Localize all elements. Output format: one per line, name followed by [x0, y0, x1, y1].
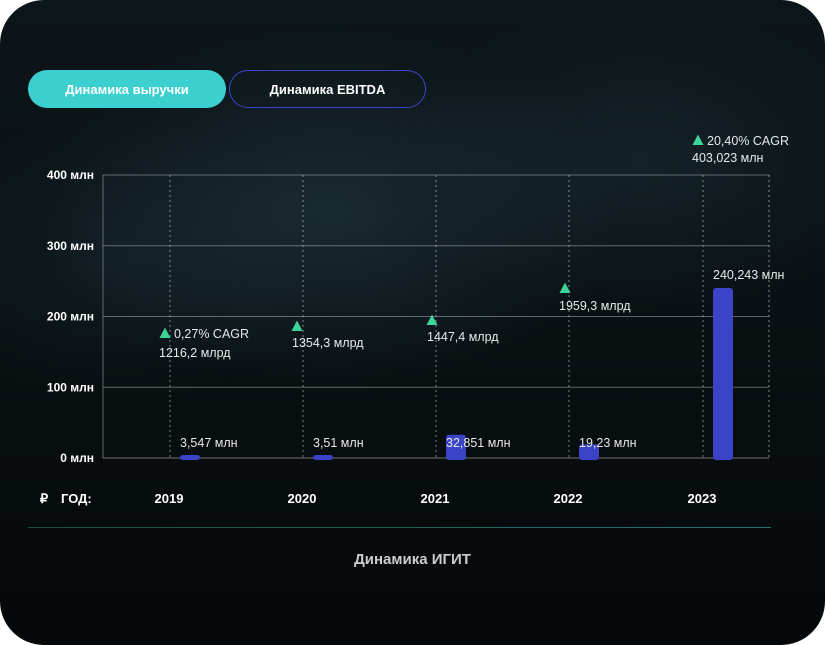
y-tick-label: 100 млн: [47, 380, 94, 394]
y-tick-label: 400 млн: [47, 168, 94, 182]
x-tick-label: 2022: [554, 491, 583, 506]
trend-up-icon: [291, 320, 303, 331]
trend-up-icon: [692, 134, 704, 145]
currency-symbol: ₽: [40, 491, 49, 506]
bar: [180, 455, 200, 460]
cagr-label: 20,40% CAGR: [707, 134, 789, 148]
x-tick-label: 2020: [288, 491, 317, 506]
tab-ebitda-dynamics[interactable]: Динамика EBITDA: [229, 70, 426, 108]
bar-value-label: 240,243 млн: [713, 268, 785, 282]
x-tick-label: 2021: [421, 491, 450, 506]
annotation-value: 1354,3 млрд: [292, 336, 364, 350]
annotation-value: 1959,3 млрд: [559, 299, 631, 313]
annotation-value: 1447,4 млрд: [427, 330, 499, 344]
trend-up-icon: [159, 327, 171, 338]
y-tick-label: 300 млн: [47, 239, 94, 253]
bar-value-label: 32,851 млн: [446, 436, 511, 450]
y-tick-label: 0 млн: [60, 451, 94, 465]
annotation-value: 1216,2 млрд: [159, 346, 231, 360]
tab-revenue-dynamics[interactable]: Динамика выручки: [28, 70, 226, 108]
bar: [446, 434, 466, 460]
footer-divider: [28, 527, 771, 528]
y-tick-label: 200 млн: [47, 310, 94, 324]
annotation-value: 403,023 млн: [692, 151, 764, 165]
bar: [713, 288, 733, 460]
cagr-label: 0,27% CAGR: [174, 327, 249, 341]
year-axis-label: ГОД:: [61, 491, 92, 506]
bar: [313, 455, 333, 460]
bar-value-label: 3,547 млн: [180, 436, 238, 450]
trend-up-icon: [559, 282, 571, 293]
bar: [579, 444, 599, 460]
bar-value-label: 3,51 млн: [313, 436, 364, 450]
bar-value-label: 19,23 млн: [579, 436, 637, 450]
trend-up-icon: [426, 314, 438, 325]
x-tick-label: 2023: [688, 491, 717, 506]
footer-title: Динамика ИГИТ: [354, 551, 471, 568]
x-tick-label: 2019: [155, 491, 184, 506]
